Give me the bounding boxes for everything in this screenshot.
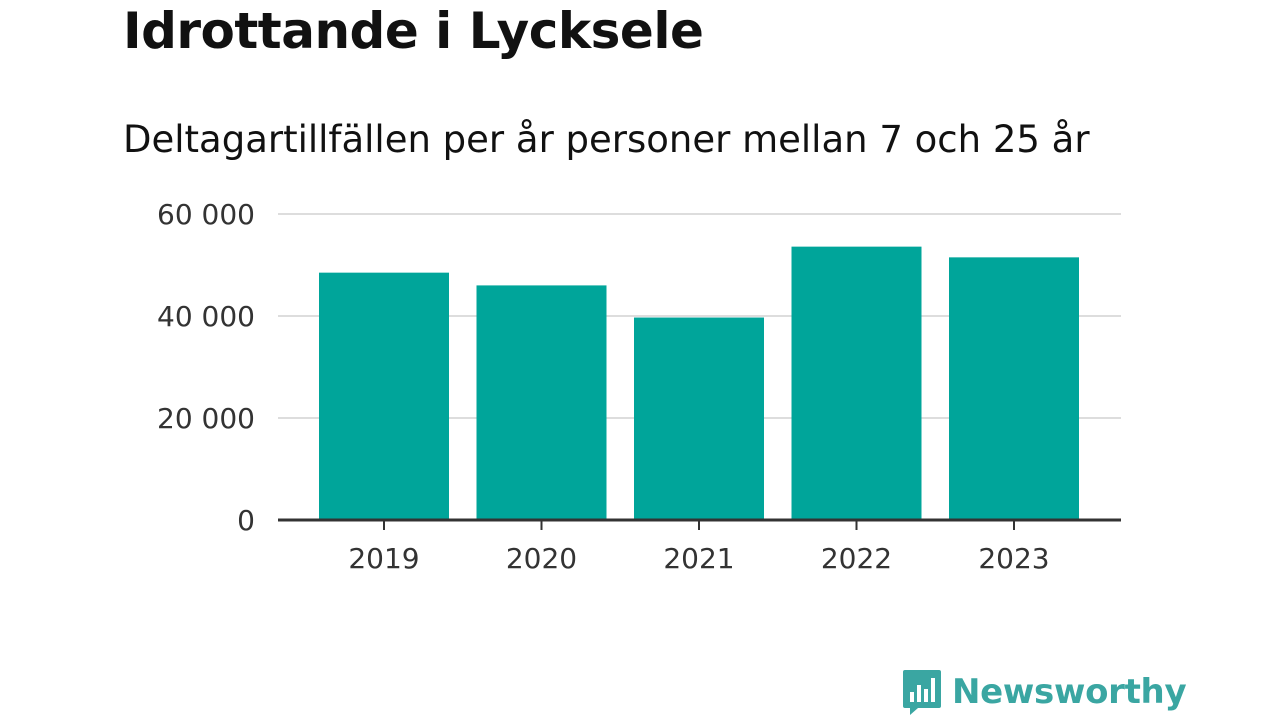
chart-subtitle: Deltagartillfällen per år personer mella…: [123, 118, 1090, 161]
y-tick-label: 40 000: [157, 300, 255, 333]
bar: [634, 317, 764, 520]
y-tick-label: 60 000: [157, 198, 255, 231]
x-tick-label: 2019: [348, 542, 419, 575]
x-tick-label: 2022: [821, 542, 892, 575]
y-tick-label: 0: [237, 504, 255, 537]
bar: [476, 285, 607, 520]
y-tick-label: 20 000: [157, 402, 255, 435]
x-tick-label: 2023: [978, 542, 1049, 575]
chart-title: Idrottande i Lycksele: [123, 2, 704, 60]
bar: [319, 272, 449, 520]
x-tick-label: 2020: [506, 542, 577, 575]
bar: [949, 257, 1079, 520]
brand-logo: Newsworthy: [902, 668, 1187, 716]
bar: [791, 246, 922, 520]
bar-chart-speech-bubble-icon: [903, 670, 941, 715]
x-tick-label: 2021: [663, 542, 734, 575]
brand-name: Newsworthy: [952, 672, 1187, 712]
